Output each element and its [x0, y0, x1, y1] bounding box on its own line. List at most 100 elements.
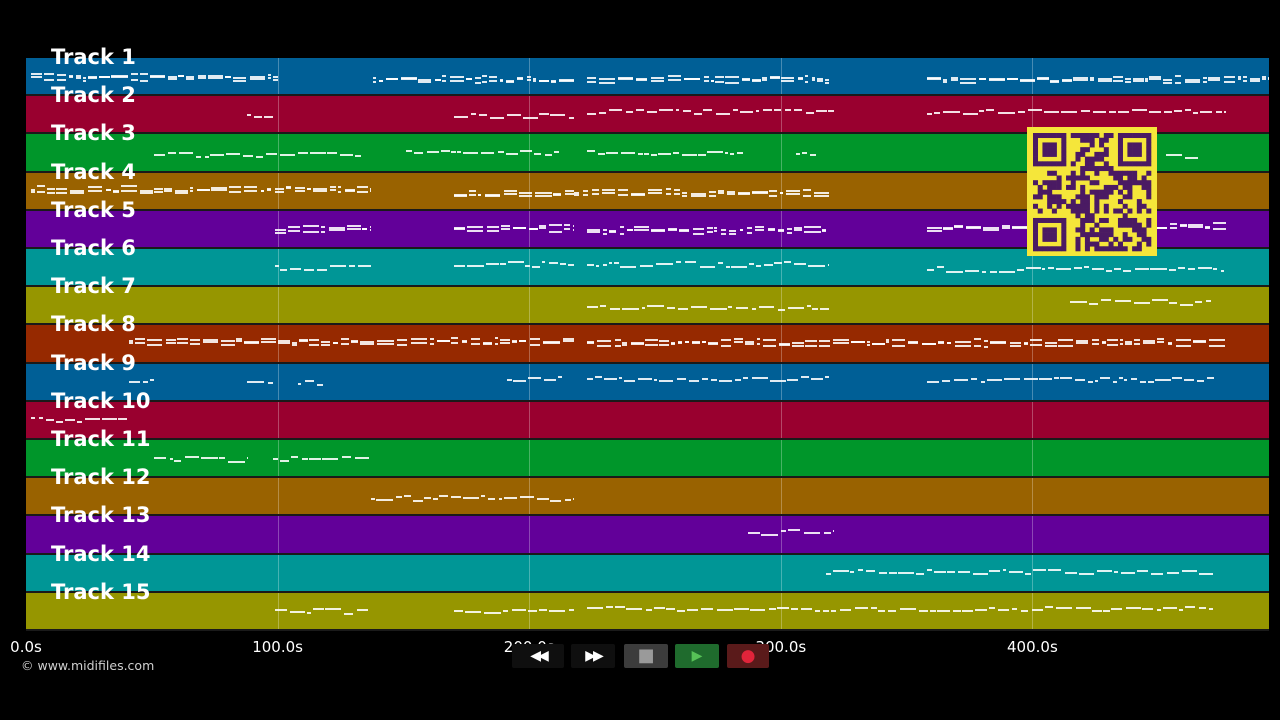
note-mark [261, 190, 265, 193]
grid-line [277, 592, 279, 629]
note-mark [267, 76, 272, 79]
note-mark [601, 189, 615, 191]
grid-line [1032, 516, 1034, 553]
note-mark [676, 109, 680, 112]
note-mark [355, 155, 361, 158]
note-mark [185, 78, 195, 81]
note-mark [1198, 607, 1207, 610]
note-mark [479, 113, 488, 116]
record-button[interactable]: ● [727, 644, 769, 668]
note-mark [500, 341, 511, 344]
note-mark [717, 189, 725, 192]
note-mark [650, 79, 665, 82]
note-mark [1075, 606, 1091, 609]
note-mark [1119, 339, 1124, 342]
note-mark [974, 344, 982, 347]
note-mark [179, 151, 193, 154]
note-mark [762, 344, 776, 347]
note-mark [1047, 267, 1054, 270]
note-mark [1199, 110, 1213, 113]
note-mark [1197, 266, 1212, 269]
note-mark [330, 189, 337, 192]
qr-module [1084, 217, 1090, 223]
note-mark [1119, 342, 1124, 345]
note-mark [1147, 380, 1155, 383]
note-mark [564, 193, 574, 196]
note-mark [1185, 156, 1199, 159]
note-mark [75, 75, 82, 78]
qr-module [1051, 151, 1057, 157]
note-mark [480, 151, 494, 154]
note-mark [815, 109, 827, 112]
note-mark [1056, 607, 1073, 610]
note-mark [47, 191, 55, 194]
note-mark [376, 498, 394, 501]
note-mark [477, 194, 482, 197]
note-mark [706, 226, 713, 229]
piano-roll [26, 58, 1269, 631]
note-mark [549, 500, 562, 503]
note-mark [1094, 379, 1098, 382]
note-mark [55, 421, 64, 424]
note-mark [811, 78, 816, 81]
note-mark [474, 81, 481, 84]
note-mark [185, 75, 195, 78]
track-label: Track 11 [51, 427, 151, 451]
note-mark [959, 81, 976, 84]
note-mark [449, 75, 465, 78]
note-mark [1207, 77, 1220, 80]
qr-module [1084, 199, 1090, 205]
qr-module [1146, 137, 1152, 143]
note-mark [832, 569, 849, 572]
note-mark [998, 270, 1015, 273]
note-mark [140, 191, 153, 194]
note-mark [291, 455, 299, 458]
note-mark [982, 270, 986, 273]
note-mark [974, 609, 988, 612]
rewind-button[interactable]: ◀◀ [512, 644, 564, 668]
note-mark [1175, 75, 1181, 78]
fast-forward-button[interactable]: ▶▶ [571, 644, 615, 668]
note-mark [587, 150, 595, 153]
note-mark [1164, 111, 1173, 113]
note-mark [201, 457, 218, 460]
note-mark [986, 378, 1002, 381]
play-button[interactable]: ▶ [675, 644, 719, 668]
note-mark [1099, 377, 1110, 380]
note-mark [756, 338, 761, 341]
stop-button[interactable]: ■ [624, 644, 668, 668]
note-mark [1096, 570, 1113, 573]
note-mark [1166, 571, 1179, 574]
note-mark [513, 379, 526, 382]
grid-line [1032, 249, 1034, 286]
qr-module [1047, 227, 1053, 233]
note-mark [184, 455, 200, 458]
qr-module [1075, 213, 1081, 219]
note-mark [1175, 344, 1191, 347]
qr-module [1047, 170, 1053, 176]
note-mark [866, 344, 871, 347]
note-mark [647, 189, 663, 192]
qr-module [1056, 203, 1062, 209]
note-mark [219, 456, 226, 459]
note-mark [31, 73, 42, 76]
grid-line [277, 363, 279, 400]
qr-module [1047, 246, 1053, 252]
note-mark [261, 337, 276, 340]
note-mark [1169, 302, 1178, 305]
note-mark [645, 343, 658, 346]
note-mark [130, 78, 139, 81]
note-mark [774, 262, 782, 265]
note-mark [767, 227, 775, 230]
note-mark [463, 152, 478, 155]
qr-module [1099, 137, 1105, 143]
note-mark [759, 306, 774, 309]
qr-module [1141, 180, 1147, 186]
note-mark [606, 606, 613, 609]
note-mark [725, 76, 739, 79]
note-mark [395, 495, 402, 498]
note-mark [360, 340, 375, 343]
note-mark [1180, 303, 1194, 306]
qr-module [1047, 161, 1053, 167]
note-mark [751, 307, 756, 310]
